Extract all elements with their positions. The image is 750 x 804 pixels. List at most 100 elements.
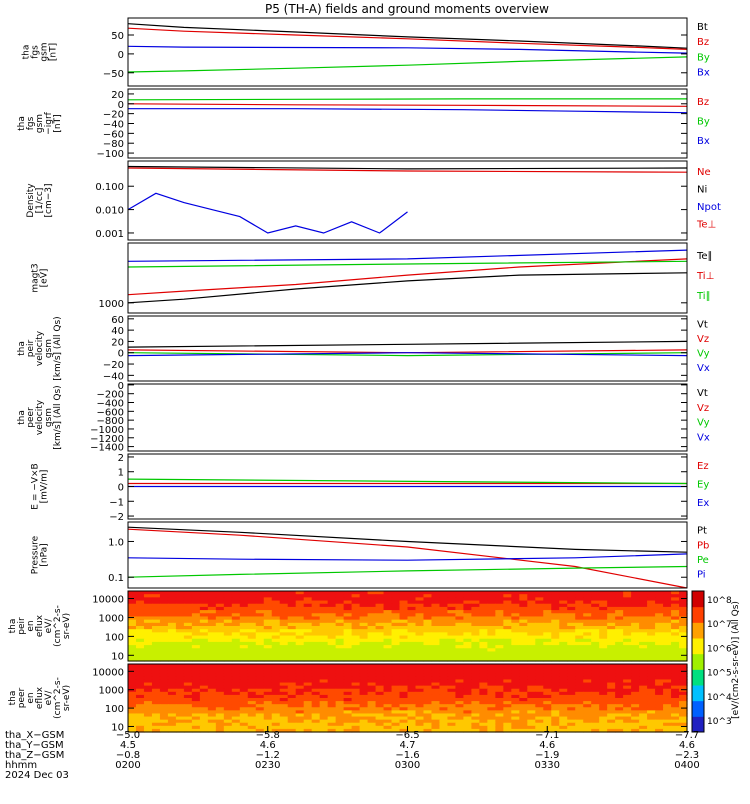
spectrogram-cell (319, 673, 329, 677)
spectrogram-cell (439, 597, 449, 602)
spectrogram-cell (519, 619, 528, 624)
spectrogram-cell (375, 603, 385, 608)
spectrogram-cell (327, 629, 337, 633)
spectrogram-cell (447, 638, 457, 643)
spectrogram-cell (591, 710, 600, 715)
spectrogram-cell (631, 648, 640, 653)
spectrogram-cell (455, 701, 464, 705)
panel-frame (127, 383, 688, 452)
spectrogram-cell (599, 728, 608, 733)
spectrogram-cell (511, 719, 520, 724)
spectrogram-cell (431, 622, 441, 627)
spectrogram-cell (375, 651, 385, 656)
series-Pi (127, 553, 688, 561)
spectrogram-cell (359, 629, 369, 633)
y-axis-label-line: [nT] (49, 43, 59, 61)
spectrogram-cell (407, 594, 417, 598)
spectrogram-cell (647, 626, 656, 630)
spectrogram-cell (551, 613, 560, 618)
spectrogram-cell (151, 597, 161, 602)
spectrogram-cell (551, 600, 560, 605)
spectrogram-cell (519, 694, 528, 699)
spectrogram-cell (143, 716, 153, 721)
spectrogram-cell (375, 657, 385, 662)
spectrogram-cell (527, 657, 536, 662)
spectrogram-cell (615, 657, 624, 662)
spectrogram-cell (239, 641, 249, 646)
spectrogram-cell (279, 597, 289, 602)
spectrogram-cell (583, 722, 592, 727)
spectrogram-cell (159, 704, 169, 708)
spectrogram-cell (367, 704, 377, 708)
spectrogram-cell (207, 629, 217, 633)
spectrogram-cell (391, 641, 401, 646)
spectrogram-cell (375, 688, 385, 693)
spectrogram-cell (367, 657, 377, 662)
spectrogram-cell (335, 591, 345, 595)
y-axis-label-line: peer (26, 407, 36, 428)
spectrogram-cell (487, 688, 496, 693)
spectrogram-cell (615, 679, 624, 684)
spectrogram-cell (223, 682, 233, 687)
spectrogram-cell (351, 704, 361, 708)
spectrogram-cell (199, 716, 209, 721)
spectrogram-cell (303, 685, 313, 690)
spectrogram-cell (255, 713, 265, 718)
spectrogram-cell (423, 694, 433, 699)
spectrogram-cell (607, 616, 616, 621)
colorbar-segment (692, 591, 704, 608)
y-axis-label-line: peir (26, 339, 36, 357)
series-Pt (127, 526, 688, 553)
spectrogram-cell (167, 622, 177, 627)
spectrogram-cell (367, 651, 377, 656)
spectrogram-cell (271, 594, 281, 598)
spectrogram-cell (623, 676, 632, 681)
spectrogram-cell (463, 591, 472, 595)
spectrogram-cell (383, 685, 393, 690)
spectrogram-cell (599, 622, 608, 627)
spectrogram-cell (311, 591, 321, 595)
spectrogram-cell (135, 698, 145, 702)
spectrogram-cell (519, 603, 528, 608)
x-axis-value: −1.2 (256, 750, 280, 761)
spectrogram-cell (167, 728, 177, 733)
spectrogram-cell (128, 725, 137, 730)
spectrogram-cell (415, 657, 425, 662)
spectrogram-cell (128, 606, 137, 611)
spectrogram-cell (447, 679, 457, 684)
spectrogram-cell (135, 685, 145, 690)
spectrogram-cell (183, 594, 193, 598)
spectrogram-cell (207, 654, 217, 659)
spectrogram-cell (223, 719, 233, 724)
spectrogram-cell (631, 688, 640, 693)
spectrogram-cell (559, 603, 568, 608)
spectrogram-cell (128, 622, 137, 627)
spectrogram-cell (215, 613, 225, 618)
spectrogram-cell (503, 606, 512, 611)
spectrogram-cell (479, 651, 488, 656)
spectrogram-cell (527, 626, 536, 630)
spectrogram-cell (463, 638, 472, 643)
spectrogram-cell (135, 694, 145, 699)
spectrogram-cell (399, 728, 409, 733)
spectrogram-cell (319, 626, 329, 630)
spectrogram-cell (183, 728, 193, 733)
spectrogram-cell (399, 685, 409, 690)
spectrogram-cell (343, 641, 353, 646)
spectrogram-cell (543, 698, 552, 702)
spectrogram-cell (447, 670, 457, 674)
spectrogram-cell (543, 648, 552, 653)
spectrogram-cell (335, 645, 345, 649)
spectrogram-cell (607, 635, 616, 640)
spectrogram-cell (231, 685, 241, 690)
spectrogram-cell (479, 667, 488, 671)
spectrogram-cell (551, 616, 560, 621)
spectrogram-cell (487, 698, 496, 702)
spectrogram-cell (247, 688, 257, 693)
spectrogram-cell (623, 616, 632, 621)
spectrogram-cell (183, 606, 193, 611)
spectrogram-cell (479, 728, 488, 733)
spectrogram-cell (639, 600, 648, 605)
spectrogram-cell (671, 613, 680, 618)
